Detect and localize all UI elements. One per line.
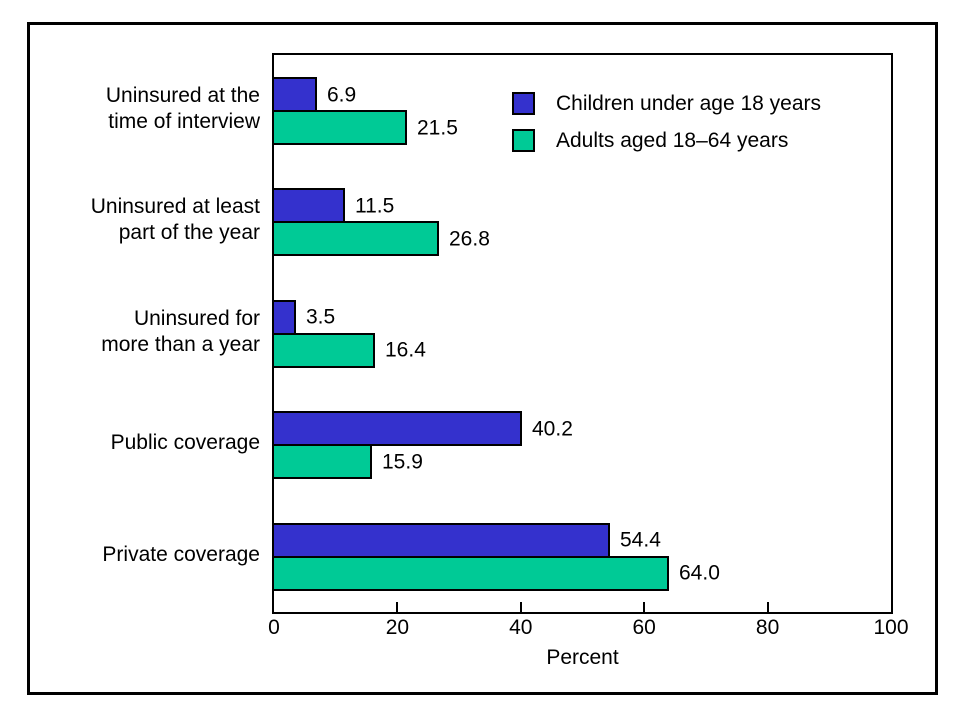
bar-children xyxy=(274,299,296,335)
bar-adults xyxy=(274,110,407,145)
legend-swatch-children xyxy=(512,92,535,115)
bar-adults xyxy=(274,555,669,591)
bar-children xyxy=(274,411,522,447)
value-label: 64.0 xyxy=(679,561,720,585)
bar-adults xyxy=(274,444,372,480)
legend-swatch-adults xyxy=(512,129,535,152)
x-tick xyxy=(643,602,646,612)
category-label: Public coverage xyxy=(110,431,260,455)
value-label: 3.5 xyxy=(306,305,336,329)
bar-adults xyxy=(274,332,375,368)
plot-area: 6.9 21.5 11.5 26.8 3.5 16.4 40.2 15.9 54.4 64.0 xyxy=(272,53,893,614)
value-label: 15.9 xyxy=(382,450,423,474)
category-label: Private coverage xyxy=(102,542,260,566)
x-tick-label: 60 xyxy=(632,616,656,639)
legend-label-adults: Adults aged 18–64 years xyxy=(556,129,789,152)
x-tick xyxy=(396,602,399,612)
value-label: 26.8 xyxy=(449,227,490,251)
x-tick-label: 0 xyxy=(268,616,280,639)
category-label: Uninsured for more than a year xyxy=(101,306,260,356)
value-label: 54.4 xyxy=(620,528,661,552)
value-label: 11.5 xyxy=(355,194,395,218)
value-label: 40.2 xyxy=(532,417,573,441)
bar-children xyxy=(274,522,610,558)
x-tick xyxy=(519,602,522,612)
legend: Children under age 18 years Adults aged … xyxy=(512,92,821,166)
bar-adults xyxy=(274,221,439,257)
x-tick-label: 40 xyxy=(509,616,533,639)
legend-item-adults: Adults aged 18–64 years xyxy=(512,129,821,152)
bar-children xyxy=(274,188,345,224)
category-label: Uninsured at least part of the year xyxy=(90,195,260,245)
x-axis-title: Percent xyxy=(546,646,619,669)
x-tick xyxy=(766,602,769,612)
legend-item-children: Children under age 18 years xyxy=(512,92,821,115)
value-label: 6.9 xyxy=(327,83,357,106)
x-tick-label: 100 xyxy=(873,616,909,639)
category-label: Uninsured at the time of interview xyxy=(105,83,260,133)
value-label: 21.5 xyxy=(417,116,458,139)
value-label: 16.4 xyxy=(385,338,426,362)
bar-children xyxy=(274,77,317,112)
legend-label-children: Children under age 18 years xyxy=(556,92,822,115)
x-tick-label: 80 xyxy=(755,616,780,639)
x-tick-label: 20 xyxy=(385,616,410,639)
